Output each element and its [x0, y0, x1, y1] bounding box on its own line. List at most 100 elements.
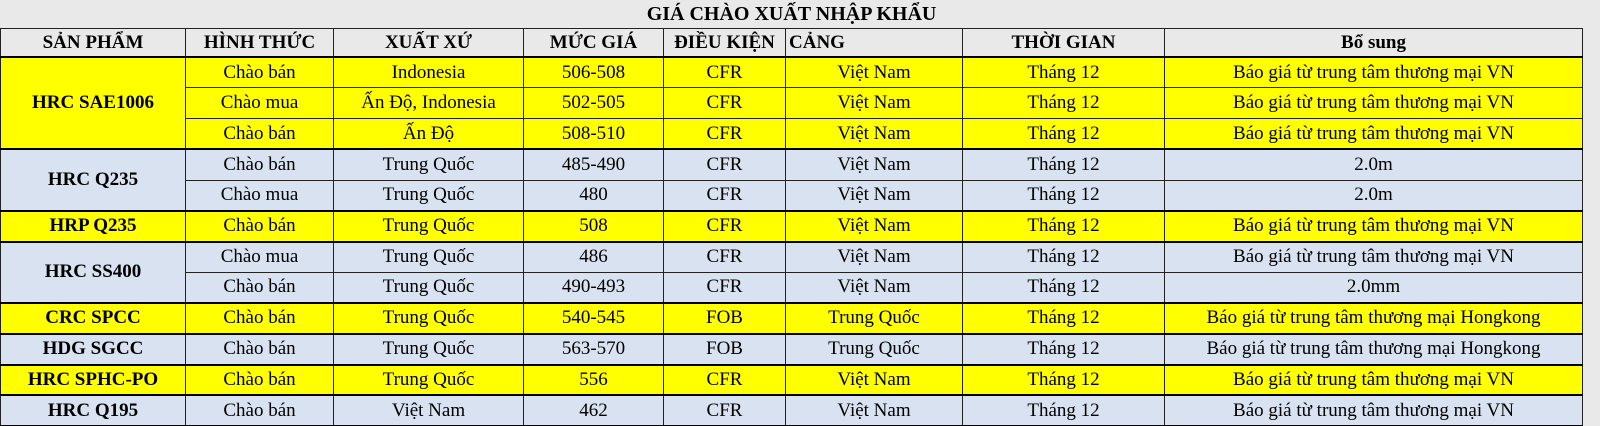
cell-form[interactable]: Chào mua	[185, 179, 334, 212]
cell-price[interactable]: 485-490	[523, 148, 664, 181]
cell-condition[interactable]: FOB	[663, 333, 786, 366]
cell-condition[interactable]: CFR	[663, 118, 786, 151]
column-header-port[interactable]: CẢNG	[785, 28, 963, 58]
cell-condition[interactable]: CFR	[663, 87, 786, 119]
column-header-extra[interactable]: Bổ sung	[1163, 28, 1584, 58]
cell-origin[interactable]: Indonesia	[333, 56, 524, 89]
cell-condition[interactable]: CFR	[663, 210, 786, 243]
cell-condition[interactable]: CFR	[663, 364, 786, 397]
cell-port[interactable]: Việt Nam	[785, 241, 963, 273]
cell-port[interactable]: Việt Nam	[785, 148, 963, 181]
cell-form[interactable]: Chào mua	[185, 241, 334, 273]
cell-port[interactable]: Việt Nam	[785, 179, 963, 212]
cell-origin[interactable]: Trung Quốc	[333, 302, 524, 335]
cell-port[interactable]: Việt Nam	[785, 118, 963, 151]
cell-price[interactable]: 508	[523, 210, 664, 243]
cell-extra[interactable]: Báo giá từ trung tâm thương mại VN	[1163, 210, 1584, 243]
cell-form[interactable]: Chào bán	[185, 364, 334, 397]
cell-port[interactable]: Việt Nam	[785, 364, 963, 397]
cell-origin[interactable]: Ấn Độ, Indonesia	[333, 87, 524, 119]
cell-extra[interactable]: Báo giá từ trung tâm thương mại VN	[1163, 56, 1584, 89]
cell-time[interactable]: Tháng 12	[962, 271, 1165, 304]
cell-price[interactable]: 556	[523, 364, 664, 397]
cell-extra[interactable]: 2.0mm	[1163, 271, 1584, 304]
cell-port[interactable]: Việt Nam	[785, 271, 963, 304]
cell-origin[interactable]: Trung Quốc	[333, 210, 524, 243]
cell-product[interactable]: CRC SPCC	[0, 302, 186, 335]
cell-condition[interactable]: CFR	[663, 148, 786, 181]
cell-port[interactable]: Trung Quốc	[785, 333, 963, 366]
cell-origin[interactable]: Trung Quốc	[333, 271, 524, 304]
cell-price[interactable]: 502-505	[523, 87, 664, 119]
cell-time[interactable]: Tháng 12	[962, 56, 1165, 89]
cell-condition[interactable]: CFR	[663, 241, 786, 273]
cell-price[interactable]: 462	[523, 394, 664, 426]
cell-product[interactable]: HRP Q235	[0, 210, 186, 243]
cell-form[interactable]: Chào bán	[185, 148, 334, 181]
cell-product[interactable]: HRC Q235	[0, 148, 186, 212]
cell-extra[interactable]: 2.0m	[1163, 148, 1584, 181]
cell-time[interactable]: Tháng 12	[962, 364, 1165, 397]
cell-origin[interactable]: Trung Quốc	[333, 179, 524, 212]
cell-product[interactable]: HRC SPHC-PO	[0, 364, 186, 397]
cell-origin[interactable]: Việt Nam	[333, 394, 524, 426]
cell-origin[interactable]: Trung Quốc	[333, 148, 524, 181]
cell-condition[interactable]: CFR	[663, 179, 786, 212]
cell-form[interactable]: Chào mua	[185, 87, 334, 119]
column-header-origin[interactable]: XUẤT XỨ	[333, 28, 524, 58]
cell-product[interactable]: HRC SAE1006	[0, 56, 186, 151]
cell-product[interactable]: HRC SS400	[0, 241, 186, 304]
cell-form[interactable]: Chào bán	[185, 118, 334, 151]
cell-extra[interactable]: 2.0m	[1163, 179, 1584, 212]
cell-extra[interactable]: Báo giá từ trung tâm thương mại VN	[1163, 118, 1584, 151]
cell-condition[interactable]: FOB	[663, 302, 786, 335]
cell-condition[interactable]: CFR	[663, 56, 786, 89]
cell-form[interactable]: Chào bán	[185, 271, 334, 304]
cell-time[interactable]: Tháng 12	[962, 118, 1165, 151]
cell-price[interactable]: 563-570	[523, 333, 664, 366]
cell-time[interactable]: Tháng 12	[962, 241, 1165, 273]
cell-extra[interactable]: Báo giá từ trung tâm thương mại Hongkong	[1163, 302, 1584, 335]
cell-form[interactable]: Chào bán	[185, 333, 334, 366]
cell-time[interactable]: Tháng 12	[962, 210, 1165, 243]
column-header-form[interactable]: HÌNH THỨC	[185, 28, 334, 58]
cell-origin[interactable]: Trung Quốc	[333, 333, 524, 366]
cell-product[interactable]: HRC Q195	[0, 394, 186, 426]
cell-form[interactable]: Chào bán	[185, 210, 334, 243]
cell-time[interactable]: Tháng 12	[962, 302, 1165, 335]
column-header-product[interactable]: SẢN PHẨM	[0, 28, 186, 58]
cell-price[interactable]: 486	[523, 241, 664, 273]
cell-time[interactable]: Tháng 12	[962, 148, 1165, 181]
cell-origin[interactable]: Trung Quốc	[333, 364, 524, 397]
cell-time[interactable]: Tháng 12	[962, 179, 1165, 212]
cell-origin[interactable]: Ấn Độ	[333, 118, 524, 151]
cell-time[interactable]: Tháng 12	[962, 87, 1165, 119]
cell-price[interactable]: 508-510	[523, 118, 664, 151]
cell-price[interactable]: 540-545	[523, 302, 664, 335]
cell-origin[interactable]: Trung Quốc	[333, 241, 524, 273]
cell-product[interactable]: HDG SGCC	[0, 333, 186, 366]
column-header-price[interactable]: MỨC GIÁ	[523, 28, 664, 58]
cell-condition[interactable]: CFR	[663, 394, 786, 426]
cell-extra[interactable]: Báo giá từ trung tâm thương mại VN	[1163, 87, 1584, 119]
cell-form[interactable]: Chào bán	[185, 394, 334, 426]
cell-price[interactable]: 480	[523, 179, 664, 212]
cell-extra[interactable]: Báo giá từ trung tâm thương mại VN	[1163, 364, 1584, 397]
cell-time[interactable]: Tháng 12	[962, 333, 1165, 366]
cell-port[interactable]: Trung Quốc	[785, 302, 963, 335]
cell-price[interactable]: 506-508	[523, 56, 664, 89]
cell-condition[interactable]: CFR	[663, 271, 786, 304]
cell-price[interactable]: 490-493	[523, 271, 664, 304]
cell-form[interactable]: Chào bán	[185, 302, 334, 335]
cell-extra[interactable]: Báo giá từ trung tâm thương mại VN	[1163, 394, 1584, 426]
cell-time[interactable]: Tháng 12	[962, 394, 1165, 426]
cell-port[interactable]: Việt Nam	[785, 394, 963, 426]
cell-port[interactable]: Việt Nam	[785, 56, 963, 89]
column-header-condition[interactable]: ĐIỀU KIỆN	[663, 28, 786, 58]
cell-extra[interactable]: Báo giá từ trung tâm thương mại Hongkong	[1163, 333, 1584, 366]
cell-port[interactable]: Việt Nam	[785, 210, 963, 243]
cell-port[interactable]: Việt Nam	[785, 87, 963, 119]
column-header-time[interactable]: THỜI GIAN	[962, 28, 1165, 58]
cell-form[interactable]: Chào bán	[185, 56, 334, 89]
cell-extra[interactable]: Báo giá từ trung tâm thương mại VN	[1163, 241, 1584, 273]
